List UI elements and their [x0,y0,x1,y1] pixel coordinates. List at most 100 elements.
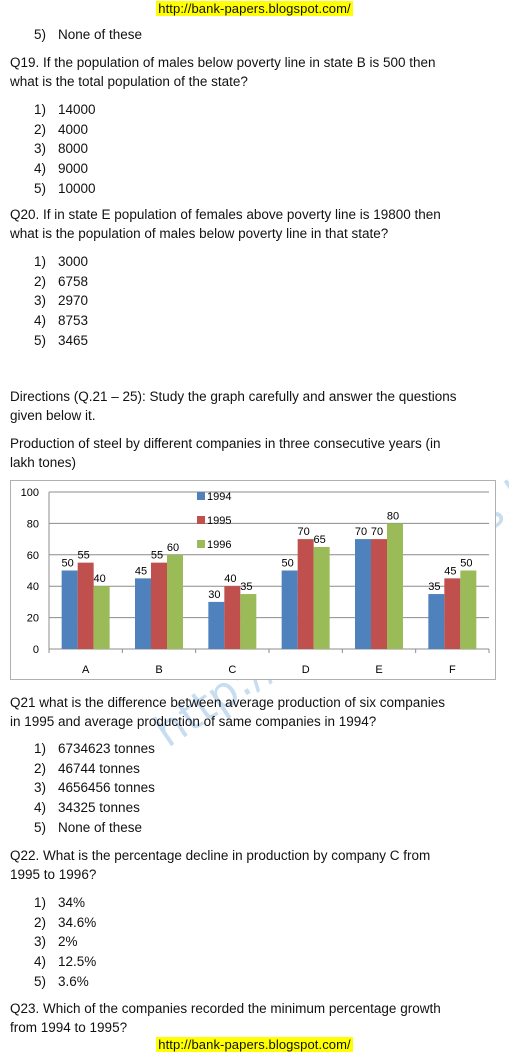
q22-options: 1) 34% 2) 34.6% 3) 2% 4) 12.5% 5) 3.6% [34,893,96,992]
q20-options: 1) 3000 2) 6758 3) 2970 4) 8753 5) 3465 [34,252,88,351]
option-number: 2) [34,273,47,289]
list-item: 2) 46744 tonnes [34,759,155,779]
question-line: from 1994 to 1995? [10,1020,128,1035]
option-number: 1) [34,895,47,910]
option-number: 4) [34,161,47,177]
legend-label: 1995 [207,515,231,527]
footer-link[interactable]: http://bank-papers.blogspot.com/ [156,1037,353,1052]
option-text: 34.6% [58,914,97,930]
bar [77,562,94,649]
option-text: 3000 [58,254,89,269]
data-label: 70 [298,526,310,538]
option-text: 34325 tonnes [58,800,140,816]
option-number: 4) [34,313,47,329]
data-label: 30 [208,589,220,601]
q19-options: 1) 14000 2) 4000 3) 8000 4) 9000 5) 10000 [34,100,96,199]
bar-chart: 0 20 40 60 80 100 A 50 55 40 B 45 55 60 C 30 40 35 D 50 70 65… [10,480,496,680]
question-line: what is the total population of the stat… [10,74,248,89]
bar [355,539,371,649]
y-tick-label: 0 [33,644,39,656]
q20-question: Q20. If in state E population of females… [10,205,500,243]
bar [240,594,257,649]
list-item: 4) 34325 tonnes [34,798,155,818]
bar [387,523,403,649]
bar [61,570,78,649]
x-tick-label: D [302,664,310,676]
option-text: None of these [58,27,143,42]
option-text: 4000 [58,121,89,137]
header-link[interactable]: http://bank-papers.blogspot.com/ [156,1,353,16]
list-item: 5) 3.6% [34,972,96,992]
list-item: 4) 12.5% [34,952,96,972]
data-label: 70 [371,526,383,538]
data-label: 35 [240,581,252,593]
question-line: Q22. What is the percentage decline in p… [10,848,431,863]
data-label: 80 [387,510,399,522]
option-text: None of these [58,819,143,835]
bar [167,554,183,649]
option-number: 2) [34,121,47,137]
legend-label: 1994 [207,491,231,503]
list-item: 1) 34% [34,893,96,913]
y-tick-label: 20 [27,613,39,625]
question-line: what is the population of males below po… [10,226,389,241]
directions-line: Directions (Q.21 – 25): Study the graph … [10,389,457,404]
legend-swatch [197,540,205,548]
directions-line: given below it. [10,408,96,423]
option-text: 4656456 tonnes [58,780,155,796]
list-item: 4) 8753 [34,311,88,331]
data-label: 70 [355,526,367,538]
bar [224,586,241,649]
option-text: 34% [58,895,86,910]
option-text: 6758 [58,273,89,289]
list-item: 2) 6758 [34,272,88,292]
question-line: Q19. If the population of males below po… [10,55,436,70]
x-tick-label: B [155,664,162,676]
option-number: 2) [34,914,47,930]
q19-question: Q19. If the population of males below po… [10,53,500,91]
question-line: 1995 to 1996? [10,867,97,882]
list-item: 1) 6734623 tonnes [34,739,155,759]
list-item: 1) 3000 [34,252,88,272]
chart-caption: Production of steel by different compani… [10,434,500,472]
directions: Directions (Q.21 – 25): Study the graph … [10,387,500,425]
x-tick-label: A [82,664,90,676]
data-label: 65 [314,534,326,546]
option-text: 3465 [58,332,89,348]
bar [93,586,110,649]
option-number: 1) [34,102,47,117]
x-tick-label: F [449,664,456,676]
list-item: 5) 3465 [34,331,88,351]
option-number: 2) [34,760,47,776]
q22-question: Q22. What is the percentage decline in p… [10,846,500,884]
option-text: 46744 tonnes [58,760,140,776]
question-line: in 1995 and average production of same c… [10,714,377,729]
option-text: 10000 [58,180,96,196]
y-tick-label: 60 [27,550,39,562]
bar [444,578,461,649]
option-number: 4) [34,800,47,816]
option-text: 14000 [58,102,96,117]
list-item: 2) 34.6% [34,913,96,933]
option-text: 2970 [58,293,89,309]
list-item: 2) 4000 [34,120,96,140]
option-number: 5) [34,973,47,989]
y-tick-label: 40 [27,581,39,593]
question-line: Q20. If in state E population of females… [10,207,441,222]
q21-options: 1) 6734623 tonnes 2) 46744 tonnes 3) 465645… [34,739,155,838]
data-label: 55 [151,550,163,562]
q18-option-5: 5) None of these [34,25,142,45]
y-tick-label: 100 [21,487,39,499]
list-item: 3) 4656456 tonnes [34,778,155,798]
list-item: 3) 2970 [34,291,88,311]
option-number: 3) [34,293,47,309]
option-text: 6734623 tonnes [58,741,155,756]
option-text: 12.5% [58,954,97,970]
legend-swatch [197,516,205,524]
x-tick-label: C [228,664,236,676]
data-label: 45 [135,565,147,577]
option-text: 9000 [58,161,89,177]
option-number: 5) [34,819,47,835]
x-tick-label: E [375,664,382,676]
option-number: 4) [34,954,47,970]
